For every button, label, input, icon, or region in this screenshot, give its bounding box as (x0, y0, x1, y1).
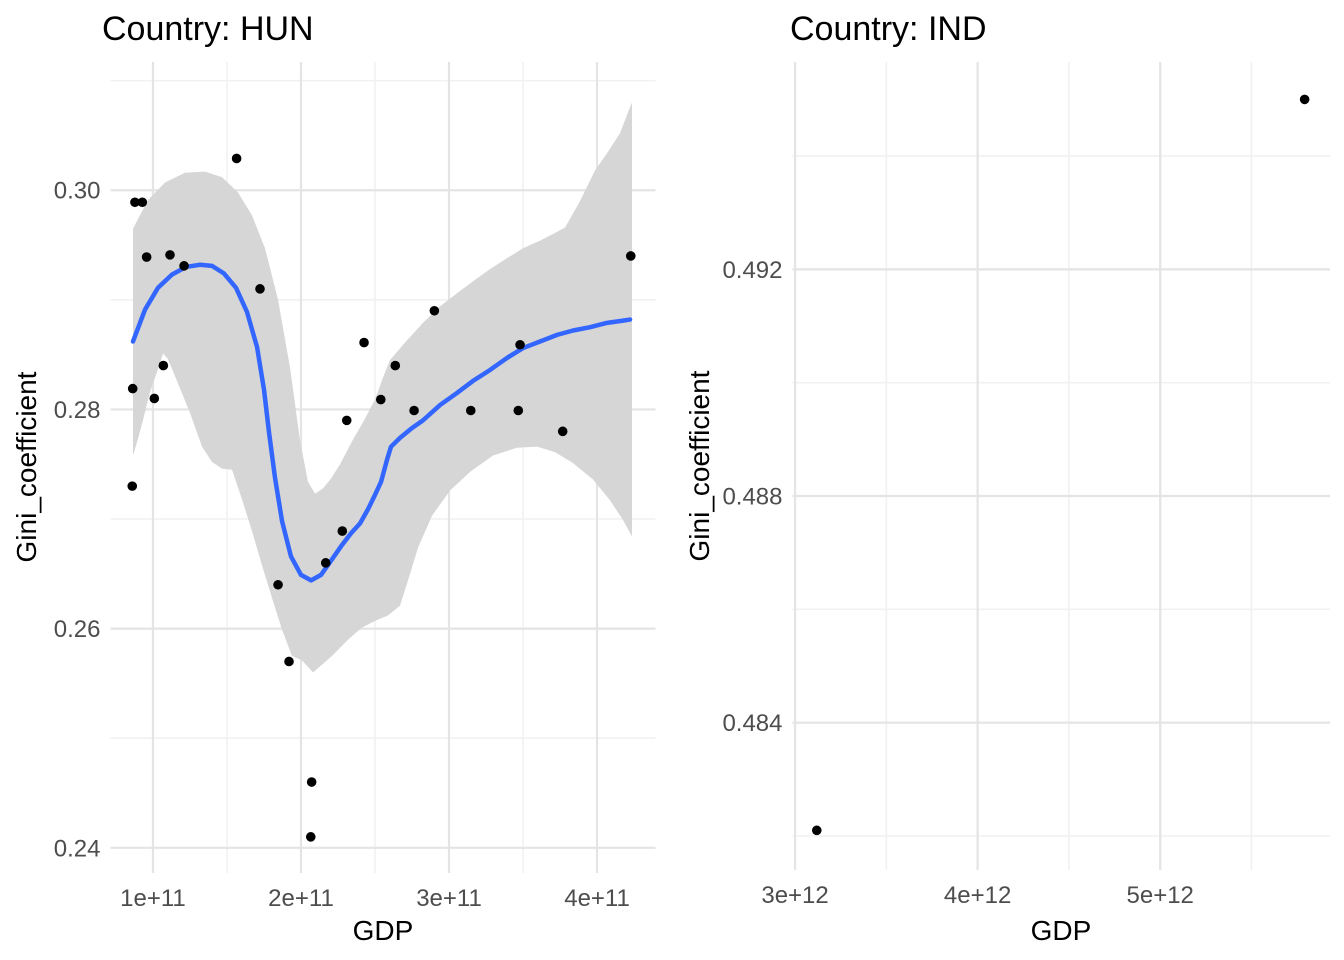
hun-y-axis-title: Gini_coefficient (11, 371, 42, 562)
hun-data-point (409, 405, 419, 416)
hun-data-point (137, 197, 148, 208)
ind-panel: 0.492 0.488 0.484 3e+12 4e+12 5e+12 (722, 62, 1330, 909)
hun-data-point (337, 526, 348, 536)
hun-x-tick-label: 1e+11 (120, 885, 186, 912)
hun-data-point (306, 777, 317, 787)
ind-data-point (1299, 94, 1310, 105)
hun-data-point (273, 579, 283, 590)
ind-y-tick-label: 0.488 (722, 484, 782, 511)
hun-y-tick-label: 0.26 (54, 616, 101, 643)
hun-data-point (158, 360, 169, 371)
hun-x-tick-label: 2e+11 (268, 885, 334, 912)
hun-data-point (390, 360, 401, 371)
hun-plot-title: Country: HUN (102, 10, 314, 48)
hun-data-point (515, 339, 525, 350)
ind-plot-title: Country: IND (790, 10, 987, 48)
hun-y-tick-label: 0.24 (54, 835, 101, 862)
ind-x-axis-title: GDP (1031, 915, 1092, 946)
hun-data-point (465, 405, 476, 416)
hun-y-tick-label: 0.28 (54, 397, 101, 424)
hun-data-point (255, 284, 265, 294)
hun-data-point (375, 394, 386, 405)
hun-data-point (284, 656, 294, 667)
hun-data-point (305, 832, 316, 842)
ind-x-tick-label: 4e+12 (944, 882, 1011, 909)
hun-data-point (127, 383, 138, 394)
hun-data-point (149, 393, 160, 404)
hun-data-point (127, 481, 138, 491)
hun-x-tick-label: 3e+11 (416, 885, 482, 912)
hun-x-tick-label: 4e+11 (564, 885, 630, 912)
ind-x-tick-label: 3e+12 (761, 882, 828, 909)
ind-x-tick-label: 5e+12 (1127, 882, 1194, 909)
hun-data-point (429, 305, 440, 316)
hun-smooth-line (130, 262, 633, 583)
hun-data-point (141, 252, 152, 262)
hun-panel: 0.30 0.28 0.26 0.24 1e+11 2e+11 3e+11 4e+11 (54, 62, 656, 912)
hun-data-point (341, 415, 352, 426)
hun-data-point (359, 337, 369, 348)
ind-y-axis-title: Gini_coefficient (684, 370, 715, 561)
hun-data-point (179, 261, 189, 271)
hun-data-point (557, 426, 568, 437)
hun-data-point (165, 250, 175, 260)
hun-x-axis-title: GDP (353, 915, 414, 946)
ind-y-tick-label: 0.484 (722, 710, 782, 737)
hun-data-point (625, 251, 636, 261)
hun-y-tick-label: 0.30 (54, 178, 101, 205)
ind-y-tick-label: 0.492 (722, 257, 782, 284)
hun-confidence-ribbon (132, 102, 632, 673)
hun-data-point (130, 197, 140, 208)
hun-data-point (231, 153, 242, 164)
ind-data-point (811, 825, 822, 836)
hun-data-point (513, 405, 524, 416)
hun-data-point (320, 558, 331, 568)
